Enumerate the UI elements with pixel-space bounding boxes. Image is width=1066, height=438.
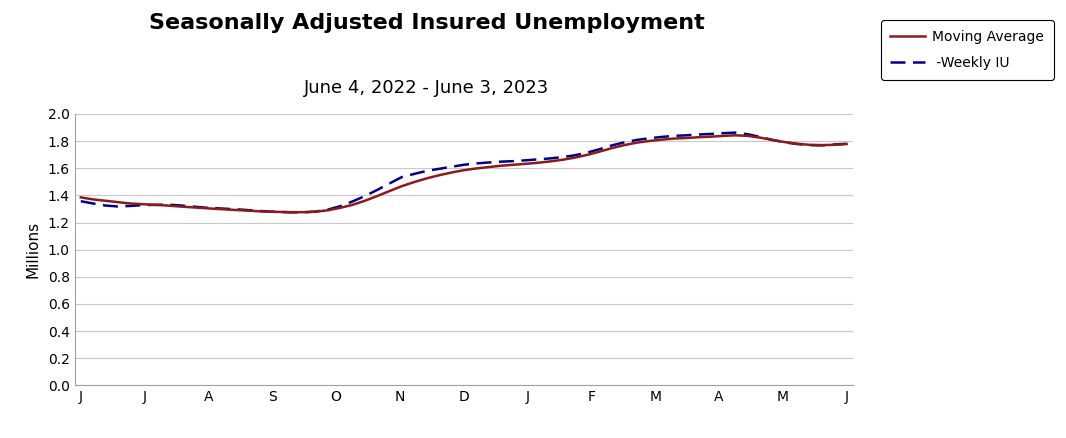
Moving Average <box>618 142 631 148</box>
 -Weekly IU <box>445 164 457 170</box>
Line: Moving Average: Moving Average <box>81 135 846 212</box>
 -Weekly IU <box>828 142 841 147</box>
 -Weekly IU <box>840 141 853 146</box>
Moving Average <box>840 141 853 147</box>
Moving Average <box>445 170 457 175</box>
Moving Average <box>285 209 297 215</box>
Moving Average <box>75 195 87 200</box>
Line:  -Weekly IU: -Weekly IU <box>81 133 846 212</box>
 -Weekly IU <box>470 161 483 166</box>
 -Weekly IU <box>618 140 631 145</box>
Moving Average <box>322 208 335 213</box>
Moving Average <box>828 142 841 148</box>
Legend: Moving Average,  -Weekly IU: Moving Average, -Weekly IU <box>881 20 1053 80</box>
Text: June 4, 2022 - June 3, 2023: June 4, 2022 - June 3, 2023 <box>304 79 549 97</box>
 -Weekly IU <box>75 198 87 204</box>
 -Weekly IU <box>296 210 309 215</box>
Moving Average <box>296 209 309 215</box>
Moving Average <box>470 166 483 171</box>
Y-axis label: Millions: Millions <box>26 221 41 278</box>
Text: Seasonally Adjusted Insured Unemployment: Seasonally Adjusted Insured Unemployment <box>148 13 705 33</box>
Moving Average <box>729 133 742 138</box>
 -Weekly IU <box>285 210 297 215</box>
 -Weekly IU <box>322 207 335 212</box>
 -Weekly IU <box>729 130 742 135</box>
